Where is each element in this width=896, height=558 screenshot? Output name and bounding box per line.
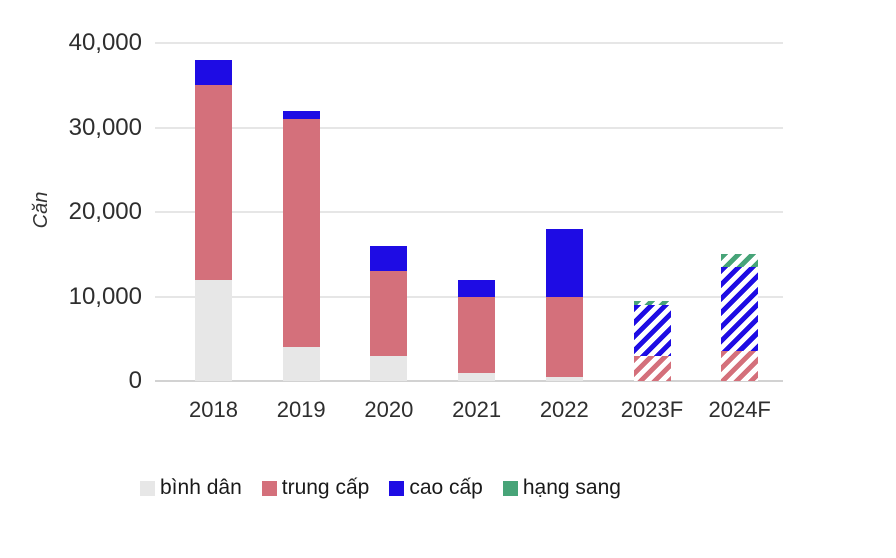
x-tick-label-2022: 2022 (539, 397, 589, 422)
segment-trung-cap-2018 (195, 85, 232, 280)
bar-2022 (545, 228, 583, 381)
segment-cao-cap-2021 (458, 279, 496, 297)
segment-trung-cap-2019 (282, 119, 320, 348)
y-tick-label: 40,000 (68, 29, 142, 56)
legend-item-binh-dan: bình dân (140, 476, 242, 500)
plot-area (155, 42, 783, 382)
segment-trung-cap-2020 (370, 271, 408, 356)
legend-label: bình dân (160, 476, 242, 499)
segment-binh-dan-2020 (370, 355, 408, 381)
gridline-40000 (155, 42, 783, 45)
segment-hang-sang-2023f (633, 300, 671, 305)
x-tick-label-2024f: 2024F (708, 397, 771, 422)
legend-swatch-binh-dan (140, 480, 155, 496)
gridline-0 (155, 380, 783, 382)
segment-binh-dan-2019 (282, 347, 320, 381)
segment-trung-cap-2023f (633, 355, 671, 381)
x-tick-label-2018: 2018 (189, 397, 238, 422)
legend-item-cao-cap: cao cấp (389, 476, 483, 500)
x-tick-label-2023f: 2023F (620, 397, 684, 422)
segment-cao-cap-2018 (195, 59, 232, 86)
segment-cao-cap-2020 (370, 245, 408, 272)
legend-swatch-cao-cap (389, 480, 405, 496)
bar-2019 (282, 110, 320, 381)
legend-label: hạng sang (522, 476, 621, 499)
x-tick-label-2019: 2019 (276, 397, 326, 422)
y-tick-label: 0 (128, 367, 142, 394)
segment-binh-dan-2018 (195, 279, 232, 381)
y-tick-label: 30,000 (68, 113, 142, 141)
gridline-20000 (155, 211, 783, 213)
legend-label: trung cấp (281, 476, 370, 499)
legend-item-hang-sang: hạng sang (502, 476, 621, 500)
bar-2020 (370, 245, 408, 381)
segment-cao-cap-2019 (282, 110, 320, 120)
bar-2024f (721, 254, 759, 381)
legend-swatch-hang-sang (502, 480, 518, 496)
legend: bình dân trung cấp cao cấp hạng sang (140, 476, 621, 500)
segment-trung-cap-2024f (721, 351, 759, 381)
segment-trung-cap-2022 (545, 296, 583, 377)
segment-binh-dan-2021 (458, 372, 496, 381)
x-tick-label-2021: 2021 (452, 397, 502, 422)
gridline-30000 (155, 126, 783, 129)
legend-swatch-trung-cap (261, 480, 277, 496)
y-tick-label: 20,000 (68, 198, 142, 225)
segment-binh-dan-2022 (545, 376, 583, 381)
segment-cao-cap-2022 (545, 228, 583, 297)
segment-trung-cap-2021 (458, 296, 496, 373)
bar-2023f (633, 300, 671, 381)
segment-cao-cap-2023f (633, 304, 671, 356)
x-tick-label-2020: 2020 (364, 397, 414, 422)
legend-label: cao cấp (409, 476, 483, 499)
segment-cao-cap-2024f (721, 266, 759, 352)
segment-hang-sang-2024f (721, 254, 759, 267)
y-tick-label: 10,000 (68, 282, 142, 310)
bar-2018 (195, 59, 232, 381)
bar-2021 (458, 279, 496, 381)
legend-item-trung-cap: trung cấp (261, 476, 370, 500)
